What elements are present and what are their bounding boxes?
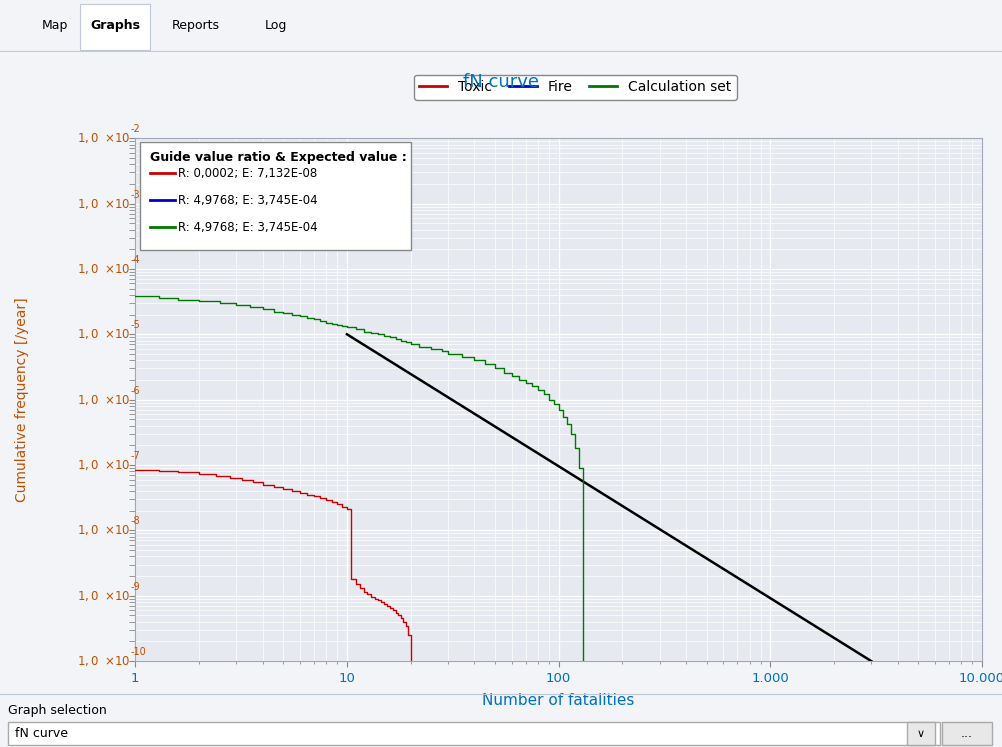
Text: R: 0,0002; E: 7,132E-08: R: 0,0002; E: 7,132E-08 — [178, 167, 318, 180]
FancyBboxPatch shape — [907, 722, 935, 746]
Text: -6: -6 — [130, 385, 140, 396]
Text: $1,0\ \times\!10$: $1,0\ \times\!10$ — [77, 458, 130, 472]
Text: -8: -8 — [130, 516, 140, 527]
Text: ...: ... — [961, 727, 973, 740]
Text: R: 4,9768; E: 3,745E-04: R: 4,9768; E: 3,745E-04 — [178, 193, 318, 207]
Text: -5: -5 — [130, 320, 140, 330]
Legend: Toxic, Fire, Calculation set: Toxic, Fire, Calculation set — [414, 75, 737, 99]
Text: fN curve: fN curve — [15, 727, 68, 740]
Text: -9: -9 — [130, 582, 140, 592]
Text: -10: -10 — [130, 647, 146, 657]
Text: Reports: Reports — [171, 19, 219, 31]
Text: -3: -3 — [130, 190, 140, 199]
X-axis label: Number of fatalities: Number of fatalities — [482, 693, 635, 708]
Text: -7: -7 — [130, 451, 140, 461]
FancyBboxPatch shape — [942, 722, 992, 746]
Text: $1,0\ \times\!10$: $1,0\ \times\!10$ — [77, 327, 130, 341]
Text: $1,0\ \times\!10$: $1,0\ \times\!10$ — [77, 654, 130, 668]
Text: Map: Map — [42, 19, 68, 31]
Text: Cumulative frequency [/year]: Cumulative frequency [/year] — [15, 297, 29, 502]
Text: $1,0\ \times\!10$: $1,0\ \times\!10$ — [77, 131, 130, 145]
Text: Log: Log — [265, 19, 287, 31]
Text: -4: -4 — [130, 255, 140, 265]
Text: $1,0\ \times\!10$: $1,0\ \times\!10$ — [77, 393, 130, 406]
FancyBboxPatch shape — [80, 4, 150, 49]
Text: R: 4,9768; E: 3,745E-04: R: 4,9768; E: 3,745E-04 — [178, 220, 318, 234]
Text: $1,0\ \times\!10$: $1,0\ \times\!10$ — [77, 262, 130, 276]
Text: $1,0\ \times\!10$: $1,0\ \times\!10$ — [77, 196, 130, 211]
Text: $1,0\ \times\!10$: $1,0\ \times\!10$ — [77, 589, 130, 603]
Text: -2: -2 — [130, 124, 140, 134]
Text: Graph selection: Graph selection — [8, 704, 107, 717]
FancyBboxPatch shape — [8, 722, 940, 746]
Text: fN curve: fN curve — [463, 73, 539, 91]
Text: Guide value ratio & Expected value :: Guide value ratio & Expected value : — [150, 151, 407, 164]
Text: Graphs: Graphs — [90, 19, 140, 31]
Text: ∨: ∨ — [917, 728, 925, 739]
Text: $1,0\ \times\!10$: $1,0\ \times\!10$ — [77, 524, 130, 537]
